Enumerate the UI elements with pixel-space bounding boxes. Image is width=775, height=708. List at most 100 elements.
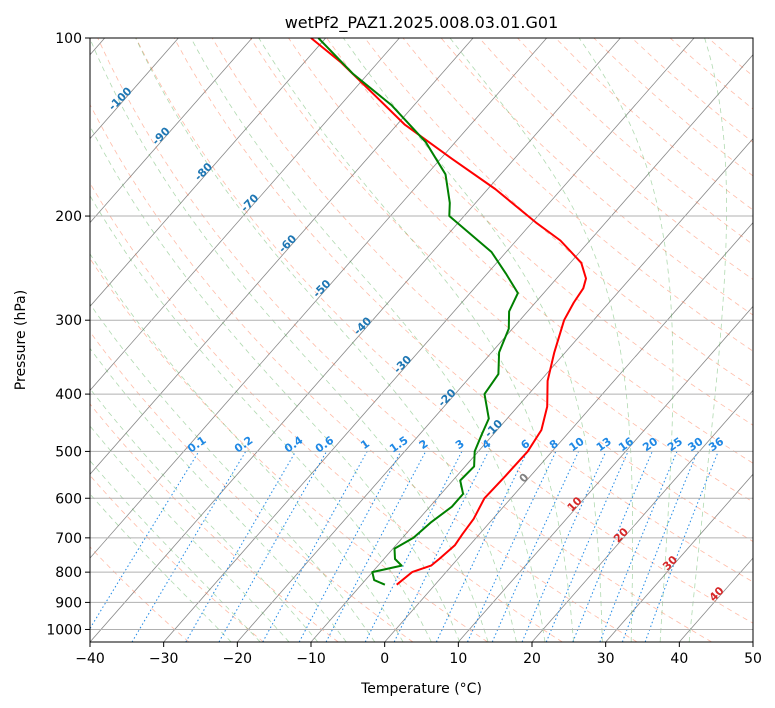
- mixing-ratio-line: [621, 451, 698, 642]
- mixing-ratio-label: 1.5: [387, 434, 410, 456]
- moist-adiabat-line: [343, 38, 603, 642]
- isotherm-line: [90, 38, 474, 475]
- isotherm-label: -20: [435, 386, 458, 409]
- mixing-ratio-line: [491, 451, 580, 642]
- moist-adiabat-line: [90, 253, 404, 642]
- y-tick-label: 600: [55, 491, 82, 507]
- background-lines: [90, 38, 753, 642]
- moist-adiabat-line: [135, 38, 517, 642]
- x-tick-label: −10: [296, 651, 326, 667]
- y-tick-label: 500: [55, 444, 82, 460]
- mixing-ratio-line: [644, 451, 719, 642]
- dry-adiabat-line: [288, 38, 753, 464]
- mixing-ratio-line: [393, 451, 489, 642]
- isotherm-label-warm: 30: [660, 553, 680, 573]
- moist-adiabat-line: [90, 347, 347, 642]
- mixing-ratio-label: 0.1: [185, 434, 208, 456]
- x-tick-label: 10: [449, 651, 467, 667]
- dry-adiabat-line: [90, 182, 563, 642]
- y-tick-label: 800: [55, 565, 82, 581]
- dry-adiabat-line: [631, 38, 753, 143]
- dry-adiabat-line: [707, 38, 753, 77]
- moist-adiabat-line: [688, 38, 727, 642]
- dry-adiabat-line: [90, 257, 488, 642]
- isotherm-line: [752, 641, 753, 642]
- dry-adiabat-line: [326, 38, 753, 426]
- mixing-ratio-label: 1: [358, 437, 372, 452]
- isotherm-line: [384, 221, 753, 642]
- isotherm-label: -40: [351, 314, 374, 337]
- moist-adiabat-line: [90, 38, 489, 642]
- x-axis-ticks: −40 −30 −20 −10 0 10 20 30 40 50: [75, 642, 762, 667]
- mixing-ratio-label: 8: [547, 437, 561, 452]
- moist-adiabat-line: [90, 194, 432, 642]
- isotherm-label-warm: 20: [611, 525, 631, 545]
- isotherm-line: [90, 38, 327, 308]
- mixing-ratio-label: 0.4: [282, 433, 306, 455]
- dry-adiabat-line: [250, 38, 753, 503]
- isotherm-line: [531, 389, 753, 642]
- mixing-ratio-line: [521, 451, 607, 642]
- moist-adiabat-line: [90, 388, 319, 642]
- isotherm-label: -80: [192, 160, 215, 183]
- isotherm-line: [163, 38, 695, 642]
- mixing-ratio-line: [218, 451, 328, 642]
- y-tick-label: 900: [55, 595, 82, 611]
- moist-adiabat-line: [578, 38, 674, 642]
- x-tick-label: 50: [744, 651, 762, 667]
- mixing-ratio-label: 2: [417, 437, 431, 452]
- isotherm-line: [605, 473, 753, 642]
- dry-adiabat-line: [593, 38, 753, 177]
- pressure-gridlines: [90, 38, 753, 630]
- dry-adiabat-line: [555, 38, 753, 211]
- mixing-ratio-line: [262, 451, 368, 642]
- plot-frame: [89, 37, 754, 643]
- dewpoint-profile-line: [317, 38, 519, 586]
- isotherm-line: [457, 305, 753, 642]
- dry-adiabat-line: [479, 38, 753, 280]
- moist-adiabat-line: [90, 460, 261, 642]
- moist-adiabat-line: [449, 38, 633, 642]
- isotherm-line: [90, 38, 548, 559]
- x-tick-label: 30: [597, 651, 615, 667]
- mixing-ratio-line: [90, 451, 200, 630]
- mixing-ratio-line: [572, 451, 653, 642]
- y-tick-label: 400: [55, 387, 82, 403]
- mixing-ratio-line: [364, 451, 463, 642]
- y-tick-label: 100: [55, 31, 82, 47]
- dry-adiabat-line: [90, 331, 414, 642]
- moist-adiabat-line: [90, 303, 376, 642]
- isotherm-line: [90, 38, 253, 224]
- isotherm-line: [90, 38, 621, 642]
- y-tick-label: 200: [55, 209, 82, 225]
- x-tick-label: 0: [380, 651, 389, 667]
- isotherm-label: 0: [517, 470, 532, 485]
- profile-series: [310, 38, 587, 586]
- dry-adiabat-line: [402, 38, 753, 352]
- isotherm-label: -50: [310, 277, 333, 300]
- mixing-ratio-line: [599, 451, 678, 642]
- moist-adiabat-line: [258, 38, 574, 642]
- x-tick-label: −20: [223, 651, 253, 667]
- y-axis-label: Pressure (hPa): [13, 290, 29, 390]
- isotherm-label: -30: [391, 353, 414, 376]
- dry-adiabat-line: [364, 38, 753, 389]
- moist-adiabat-line: [190, 38, 546, 642]
- x-tick-label: −40: [75, 651, 105, 667]
- dry-adiabat-line: [211, 38, 753, 542]
- y-tick-label: 300: [55, 313, 82, 329]
- mixing-ratio-label: 3: [453, 437, 467, 452]
- x-tick-label: 40: [670, 651, 688, 667]
- moist-adiabat-line: [90, 493, 232, 642]
- mixing-ratio-line: [325, 451, 427, 642]
- mixing-ratio-line: [545, 451, 629, 642]
- x-tick-label: −30: [149, 651, 179, 667]
- isotherm-label: -100: [106, 84, 135, 113]
- dry-adiabat-line: [90, 403, 339, 642]
- moist-adiabat-line: [90, 425, 290, 642]
- dry-adiabat-line: [135, 38, 753, 624]
- y-tick-label: 700: [55, 531, 82, 547]
- dry-adiabat-line: [97, 38, 712, 642]
- x-tick-label: 20: [523, 651, 541, 667]
